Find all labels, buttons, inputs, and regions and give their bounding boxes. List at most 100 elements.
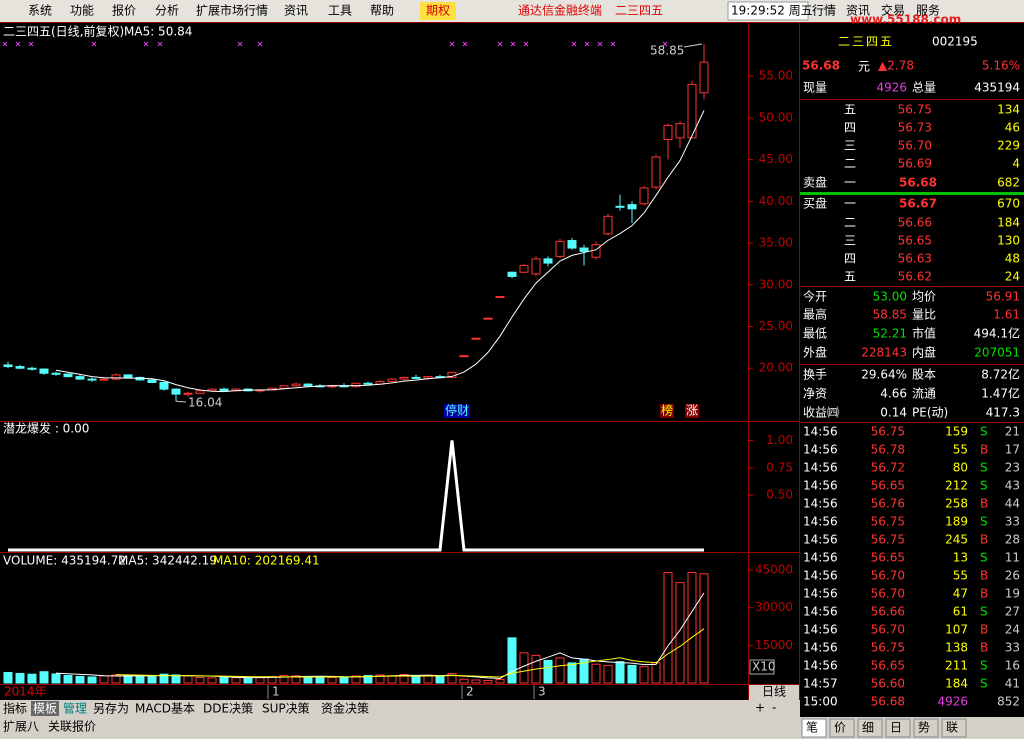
- volume-bar: [675, 582, 685, 684]
- quote-tab[interactable]: 笔: [806, 720, 818, 735]
- book-level: 四: [844, 121, 856, 135]
- bottom-tab[interactable]: 扩展八: [3, 720, 39, 734]
- volume-bar: [183, 675, 193, 684]
- quote-tab[interactable]: 细: [862, 721, 874, 735]
- top-button[interactable]: 交易: [881, 3, 905, 18]
- chart-title: 二三四五(日线,前复权): [3, 24, 124, 39]
- tab[interactable]: DDE决策: [203, 702, 253, 716]
- tab[interactable]: MACD基本: [135, 702, 195, 716]
- tab[interactable]: 管理: [63, 701, 87, 716]
- stat-value: 58.85: [873, 308, 907, 322]
- bottom-tab[interactable]: 关联报价: [48, 719, 96, 734]
- stat-value: 0.14: [880, 406, 907, 420]
- stat-value: 228143: [861, 346, 907, 360]
- candle-body: [123, 374, 133, 378]
- volume-bar: [483, 679, 493, 684]
- cross: [510, 41, 516, 47]
- trade-vol: 55: [953, 569, 968, 583]
- menu-item[interactable]: 工具: [328, 4, 352, 18]
- quote-tab[interactable]: 势: [918, 721, 930, 735]
- total-vol: 435194: [974, 81, 1020, 95]
- book-vol: 134: [997, 103, 1020, 117]
- trade-vol: 107: [945, 623, 968, 637]
- trade-side: B: [980, 641, 988, 655]
- candle-body: [279, 385, 289, 389]
- tab-bar: [0, 700, 800, 717]
- trade-vol: 61: [953, 605, 968, 619]
- book-vol: 48: [1005, 252, 1020, 266]
- volume-bar: [591, 663, 601, 684]
- book-price: 56.67: [899, 197, 937, 211]
- quote-tab-bg: [941, 718, 967, 738]
- candle-body: [495, 295, 505, 298]
- trade-time: 14:56: [803, 461, 838, 475]
- x-month: 3: [538, 685, 546, 699]
- trade-count: 33: [1005, 515, 1020, 529]
- trade-side: S: [980, 515, 988, 529]
- trade-count: 44: [1005, 497, 1020, 511]
- quote-tab-bg: [801, 718, 827, 738]
- quote-tab-bg: [829, 718, 855, 738]
- cross: [523, 41, 529, 47]
- stat-label: 最低: [803, 327, 827, 341]
- menu-item[interactable]: 系统: [28, 4, 52, 18]
- volume-bar: [243, 677, 253, 684]
- menu-item[interactable]: 分析: [155, 4, 179, 18]
- book-price: 56.63: [898, 252, 932, 266]
- quote-tab[interactable]: 价: [834, 721, 846, 735]
- top-button[interactable]: 服务: [916, 3, 940, 18]
- stock-title: 二三四五: [615, 4, 663, 18]
- candle-body: [531, 258, 541, 275]
- tab[interactable]: SUP决策: [262, 702, 310, 716]
- candle-body: [639, 187, 649, 205]
- quote-tab-bg: [913, 718, 939, 738]
- cur-vol: 4926: [876, 81, 907, 95]
- zoom-button[interactable]: +: [755, 701, 765, 715]
- stat-label: 均价: [912, 290, 936, 304]
- trade-count: 28: [1005, 533, 1020, 547]
- book-level: 一: [844, 197, 856, 211]
- menu-item[interactable]: 资讯: [284, 4, 308, 18]
- trade-price: 56.65: [871, 479, 905, 493]
- book-vol: 184: [997, 216, 1020, 230]
- volume-bar: [123, 674, 133, 684]
- candle-body: [195, 390, 205, 394]
- tab[interactable]: 指标: [3, 701, 27, 716]
- menu-item[interactable]: 功能: [70, 4, 94, 18]
- y-tick-label: 50.00: [759, 110, 793, 124]
- marker-box: [444, 404, 470, 418]
- menu-item[interactable]: 帮助: [370, 4, 394, 18]
- high-arrow: [683, 43, 703, 48]
- trade-price: 56.65: [871, 551, 905, 565]
- zoom-button[interactable]: -: [772, 701, 776, 715]
- quote-tab[interactable]: 联: [946, 721, 958, 735]
- options-tab[interactable]: 期权: [426, 4, 450, 18]
- trade-side: S: [980, 461, 988, 475]
- cross: [597, 41, 603, 47]
- tab[interactable]: 模板: [33, 702, 57, 716]
- volume-bar: [315, 676, 325, 684]
- tab[interactable]: 资金决策: [321, 701, 369, 716]
- volume-bar: [471, 679, 481, 684]
- menu-item[interactable]: 报价: [112, 3, 136, 18]
- cur-vol-label: 现量: [803, 81, 827, 95]
- book-vol: 670: [997, 197, 1020, 211]
- trade-count: 43: [1005, 479, 1020, 493]
- top-button[interactable]: 行情: [812, 4, 836, 18]
- candle-body: [543, 258, 553, 264]
- quote-tab[interactable]: 日: [890, 721, 902, 735]
- tab[interactable]: 另存为: [93, 702, 129, 716]
- trade-price: 56.70: [871, 569, 905, 583]
- stat-value: 494.1亿: [974, 326, 1020, 341]
- y-tick-label: 45.00: [759, 152, 793, 166]
- volume-bar: [399, 673, 409, 684]
- cross: [610, 41, 616, 47]
- cross: [662, 41, 668, 47]
- stat-value: 8.72亿: [981, 367, 1020, 382]
- unit-label: X10: [752, 660, 776, 674]
- menu-item[interactable]: 扩展市场行情: [196, 3, 268, 18]
- trade-side: B: [980, 497, 988, 511]
- trade-vol: 4926: [937, 695, 968, 709]
- trade-vol: 159: [945, 425, 968, 439]
- top-button[interactable]: 资讯: [846, 4, 870, 18]
